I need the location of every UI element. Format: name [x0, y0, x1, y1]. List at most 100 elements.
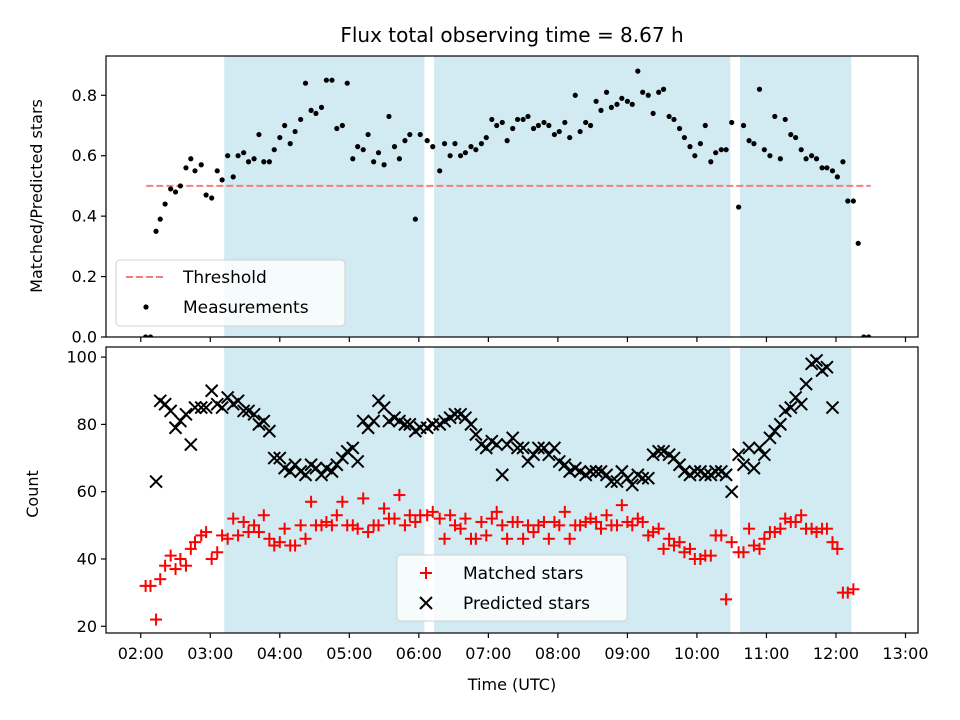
matched-star-point	[378, 502, 391, 515]
matched-star-point	[159, 559, 172, 572]
matched-star-point	[615, 499, 628, 512]
matched-star-point	[737, 546, 750, 559]
x-tick-label: 07:00	[465, 644, 511, 663]
measurement-point	[183, 165, 189, 171]
measurement-point	[344, 80, 350, 86]
measurement-point	[535, 122, 542, 129]
matched-star-point	[527, 526, 540, 539]
measurement-point	[593, 98, 599, 104]
predicted-star-point	[719, 468, 733, 482]
measurement-point	[697, 141, 704, 147]
matched-star-point	[252, 526, 265, 539]
matched-star-point	[475, 515, 488, 528]
predicted-star-point	[314, 468, 329, 482]
predicted-star-point	[537, 441, 551, 455]
matched-star-point	[362, 526, 375, 539]
matched-star-point	[294, 519, 307, 532]
measurement-point	[819, 165, 825, 171]
matched-star-point	[521, 519, 534, 532]
measurement-point	[219, 177, 225, 183]
x-tick-label: 10:00	[674, 644, 720, 663]
measurement-point	[751, 141, 757, 147]
legend-predicted-marker	[419, 596, 433, 610]
matched-star-point	[774, 522, 787, 535]
measurement-point	[225, 153, 231, 159]
matched-star-point	[459, 512, 472, 525]
matched-star-point	[789, 515, 802, 528]
legend-predicted-label: Predicted stars	[463, 594, 590, 614]
measurement-point	[350, 156, 356, 162]
measurement-point	[277, 134, 283, 141]
measurement-point	[375, 150, 382, 156]
matched-star-point	[144, 579, 157, 592]
measurement-point	[803, 156, 809, 162]
predicted-star-point	[267, 451, 281, 465]
predicted-star-point	[698, 468, 712, 482]
predicted-star-point	[257, 414, 271, 428]
measurement-point	[430, 144, 436, 150]
measurement-point	[298, 116, 304, 123]
matched-star-point	[169, 563, 182, 576]
matched-star-point	[299, 532, 312, 545]
measurement-point	[230, 174, 236, 180]
measurement-point	[577, 128, 583, 135]
measurement-point	[541, 119, 547, 126]
predicted-star-point	[825, 400, 840, 415]
matched-star-point	[490, 505, 503, 518]
predicted-star-point	[558, 458, 572, 472]
matched-star-point	[563, 532, 576, 545]
matched-star-point	[248, 519, 261, 532]
measurement-point	[702, 122, 708, 129]
y-tick-label: 0.0	[72, 328, 97, 347]
measurement-point	[583, 119, 589, 126]
measurement-point	[339, 122, 345, 129]
measurement-point	[629, 101, 635, 107]
matched-star-point	[743, 522, 756, 535]
measurement-point	[334, 125, 340, 132]
measurement-point	[209, 195, 215, 201]
matched-star-point	[372, 519, 385, 532]
predicted-star-point	[179, 407, 193, 422]
matched-star-point	[164, 549, 177, 562]
measurement-point	[788, 131, 794, 138]
measurement-point	[855, 240, 861, 246]
predicted-star-point	[215, 400, 229, 415]
measurement-point	[767, 153, 773, 159]
measurement-point	[256, 131, 262, 138]
matched-star-point	[154, 573, 167, 586]
predicted-star-point	[724, 484, 739, 499]
measurement-point	[798, 147, 804, 153]
measurement-point	[245, 159, 252, 165]
matched-star-point	[351, 522, 364, 535]
measurement-point	[736, 204, 742, 210]
y-tick-label: 100	[66, 348, 97, 367]
predicted-star-point	[247, 407, 261, 422]
matched-star-point	[433, 512, 446, 525]
matched-star-point	[496, 519, 509, 532]
predicted-star-point	[583, 464, 598, 479]
measurement-point	[567, 134, 573, 141]
matched-star-point	[273, 536, 286, 549]
predicted-star-point	[283, 464, 297, 479]
predicted-star-point	[505, 431, 520, 445]
measurement-point	[635, 68, 641, 74]
matched-star-point	[501, 532, 514, 545]
bottom-y-axis-label: Count	[23, 470, 42, 518]
measurement-point	[713, 150, 719, 156]
x-tick-label: 11:00	[743, 644, 789, 663]
measurement-point	[198, 162, 204, 168]
matched-star-point	[590, 515, 603, 528]
measurement-point	[666, 113, 672, 120]
measurement-point	[172, 189, 179, 195]
predicted-star-point	[752, 441, 767, 455]
x-tick-label: 13:00	[882, 644, 928, 663]
matched-star-point	[221, 532, 234, 545]
measurement-point	[845, 198, 851, 204]
measurement-point	[157, 216, 163, 222]
matched-star-point	[511, 515, 524, 528]
measurement-point	[782, 116, 788, 123]
matched-star-point	[657, 542, 670, 555]
measurement-point	[551, 131, 558, 138]
measurement-point	[692, 153, 698, 159]
measurement-point	[640, 89, 646, 95]
